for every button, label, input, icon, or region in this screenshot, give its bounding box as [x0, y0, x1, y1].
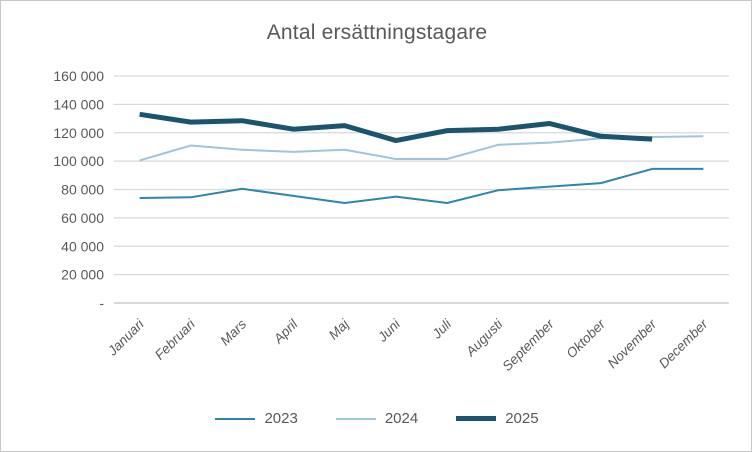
- legend-item-2024: 2024: [335, 410, 419, 427]
- x-tick-label: Oktober: [563, 316, 608, 361]
- legend-label-2023: 2023: [264, 410, 298, 427]
- y-tick-label: -: [99, 295, 104, 311]
- x-tick-label: Juli: [429, 316, 455, 342]
- x-tick-label: Maj: [326, 316, 353, 343]
- legend-item-2023: 2023: [215, 410, 298, 427]
- series-line-2024: [139, 135, 704, 162]
- x-tick-label: April: [270, 316, 301, 347]
- series-line-2025: [139, 111, 653, 144]
- x-tick-label: Januari: [104, 316, 147, 359]
- y-tick-label: 60 000: [61, 210, 104, 226]
- legend-line-swatch-2023: [215, 417, 256, 420]
- y-tick-label: 100 000: [53, 153, 104, 169]
- x-tick-label: Augusti: [462, 316, 506, 360]
- legend-line-swatch-2024: [335, 417, 376, 420]
- x-tick-label: December: [656, 316, 711, 371]
- legend-line-swatch-2025: [456, 416, 497, 421]
- y-tick-label: 40 000: [61, 238, 104, 254]
- x-tick-label: Februari: [152, 316, 199, 363]
- legend-label-2024: 2024: [384, 410, 419, 427]
- chart-legend: 2023 2024 2025: [1, 410, 751, 427]
- y-tick-label: 80 000: [61, 182, 104, 198]
- legend-item-2025: 2025: [456, 410, 539, 427]
- legend-label-2025: 2025: [505, 410, 539, 427]
- y-tick-label: 160 000: [53, 68, 104, 84]
- x-tick-label: Mars: [217, 316, 249, 348]
- chart-title: Antal ersättningstagare: [266, 21, 488, 44]
- y-tick-label: 120 000: [53, 125, 104, 141]
- x-tick-label: September: [499, 316, 557, 374]
- y-tick-label: 20 000: [61, 267, 104, 283]
- x-tick-label: November: [605, 316, 660, 371]
- series-line-2023: [139, 167, 704, 204]
- y-tick-label: 140 000: [53, 96, 104, 112]
- x-tick-label: Juni: [374, 316, 404, 346]
